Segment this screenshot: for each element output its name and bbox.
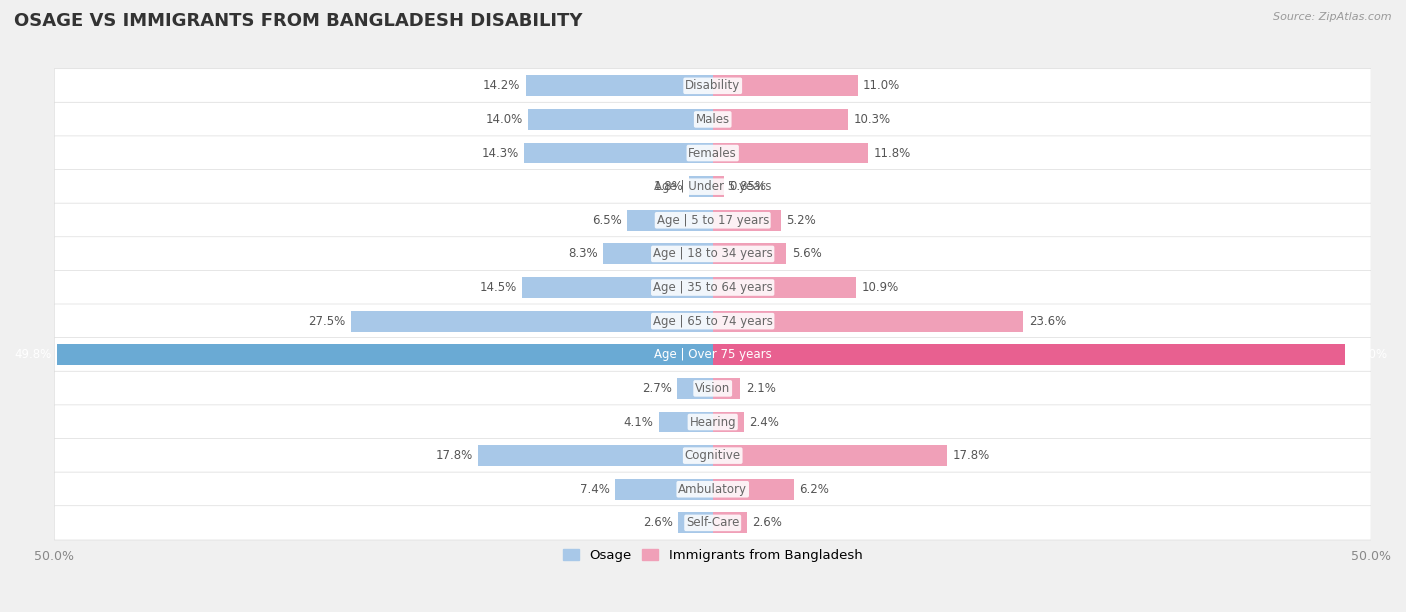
Text: 23.6%: 23.6% <box>1029 315 1066 327</box>
Bar <box>616 479 713 499</box>
Bar <box>713 445 948 466</box>
Text: 17.8%: 17.8% <box>436 449 472 462</box>
Text: OSAGE VS IMMIGRANTS FROM BANGLADESH DISABILITY: OSAGE VS IMMIGRANTS FROM BANGLADESH DISA… <box>14 12 582 30</box>
Text: 6.2%: 6.2% <box>800 483 830 496</box>
Text: 2.6%: 2.6% <box>644 517 673 529</box>
Text: 14.2%: 14.2% <box>484 80 520 92</box>
Bar <box>713 311 1024 332</box>
Text: 2.7%: 2.7% <box>643 382 672 395</box>
Text: Self-Care: Self-Care <box>686 517 740 529</box>
Text: Source: ZipAtlas.com: Source: ZipAtlas.com <box>1274 12 1392 22</box>
Text: 14.0%: 14.0% <box>486 113 523 126</box>
Bar <box>58 345 713 365</box>
FancyBboxPatch shape <box>55 304 1371 338</box>
Text: Hearing: Hearing <box>689 416 735 428</box>
Text: 10.3%: 10.3% <box>853 113 891 126</box>
FancyBboxPatch shape <box>55 271 1371 305</box>
Legend: Osage, Immigrants from Bangladesh: Osage, Immigrants from Bangladesh <box>558 543 868 567</box>
Bar <box>529 109 713 130</box>
Bar <box>659 412 713 433</box>
Text: 2.6%: 2.6% <box>752 517 782 529</box>
Text: 5.2%: 5.2% <box>786 214 817 227</box>
Text: 8.3%: 8.3% <box>568 247 598 261</box>
Bar <box>678 378 713 399</box>
Text: Vision: Vision <box>695 382 730 395</box>
Text: Ambulatory: Ambulatory <box>678 483 747 496</box>
Text: 0.85%: 0.85% <box>730 180 766 193</box>
Bar <box>713 345 1344 365</box>
Text: Females: Females <box>689 146 737 160</box>
FancyBboxPatch shape <box>55 506 1371 540</box>
Text: 6.5%: 6.5% <box>592 214 621 227</box>
Bar <box>713 143 868 163</box>
Bar <box>350 311 713 332</box>
Bar <box>713 412 744 433</box>
Text: 4.1%: 4.1% <box>624 416 654 428</box>
Text: 2.4%: 2.4% <box>749 416 779 428</box>
Text: Males: Males <box>696 113 730 126</box>
Bar <box>524 143 713 163</box>
FancyBboxPatch shape <box>55 102 1371 136</box>
FancyBboxPatch shape <box>55 69 1371 103</box>
Text: Age | 5 to 17 years: Age | 5 to 17 years <box>657 214 769 227</box>
Text: Age | Over 75 years: Age | Over 75 years <box>654 348 772 361</box>
Text: 49.8%: 49.8% <box>14 348 52 361</box>
Text: 48.0%: 48.0% <box>1350 348 1388 361</box>
Text: Age | 65 to 74 years: Age | 65 to 74 years <box>652 315 773 327</box>
Bar <box>478 445 713 466</box>
Text: 10.9%: 10.9% <box>862 281 898 294</box>
Bar <box>679 512 713 533</box>
FancyBboxPatch shape <box>55 237 1371 271</box>
FancyBboxPatch shape <box>55 472 1371 506</box>
Bar <box>603 244 713 264</box>
Text: 2.1%: 2.1% <box>745 382 776 395</box>
Bar <box>713 75 858 96</box>
FancyBboxPatch shape <box>55 438 1371 473</box>
Text: Age | Under 5 years: Age | Under 5 years <box>654 180 772 193</box>
Bar <box>713 378 741 399</box>
Bar <box>713 244 786 264</box>
Text: 5.6%: 5.6% <box>792 247 821 261</box>
Text: 14.3%: 14.3% <box>482 146 519 160</box>
Text: 14.5%: 14.5% <box>479 281 516 294</box>
FancyBboxPatch shape <box>55 170 1371 204</box>
Bar <box>713 512 747 533</box>
Bar <box>713 109 848 130</box>
Bar <box>713 210 782 231</box>
Text: 7.4%: 7.4% <box>581 483 610 496</box>
Bar <box>627 210 713 231</box>
FancyBboxPatch shape <box>55 338 1371 372</box>
Bar <box>522 277 713 298</box>
Text: Age | 18 to 34 years: Age | 18 to 34 years <box>652 247 772 261</box>
Bar <box>713 277 856 298</box>
Bar <box>713 176 724 197</box>
Text: 11.8%: 11.8% <box>873 146 911 160</box>
Text: 17.8%: 17.8% <box>952 449 990 462</box>
FancyBboxPatch shape <box>55 405 1371 439</box>
Text: 27.5%: 27.5% <box>308 315 346 327</box>
Bar <box>713 479 794 499</box>
FancyBboxPatch shape <box>55 136 1371 170</box>
Text: Disability: Disability <box>685 80 741 92</box>
Text: Age | 35 to 64 years: Age | 35 to 64 years <box>652 281 772 294</box>
Text: 1.8%: 1.8% <box>654 180 683 193</box>
Text: Cognitive: Cognitive <box>685 449 741 462</box>
Bar <box>526 75 713 96</box>
Text: 11.0%: 11.0% <box>863 80 900 92</box>
Bar <box>689 176 713 197</box>
FancyBboxPatch shape <box>55 371 1371 406</box>
FancyBboxPatch shape <box>55 203 1371 237</box>
